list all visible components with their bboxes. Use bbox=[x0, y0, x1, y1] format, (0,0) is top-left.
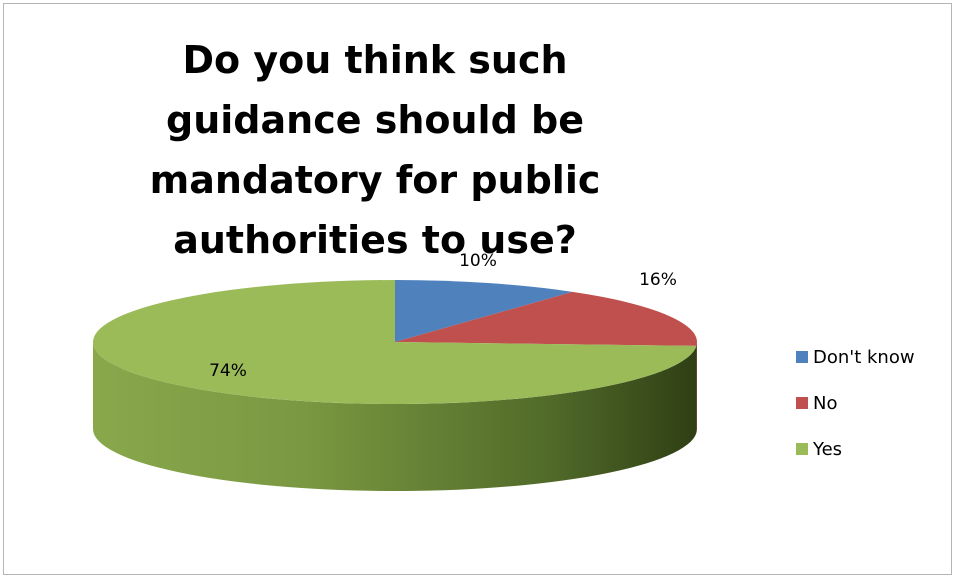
legend-swatch-dont-know bbox=[796, 351, 808, 363]
legend-swatch-yes bbox=[796, 443, 808, 455]
legend-item-no: No bbox=[796, 380, 946, 426]
legend-label-dont-know: Don't know bbox=[813, 346, 915, 368]
pie-side-yes bbox=[93, 342, 697, 491]
data-label-dont-know: 10% bbox=[459, 251, 497, 271]
pie-sides bbox=[93, 342, 697, 491]
pie-slice-no bbox=[395, 291, 697, 346]
pie-side-no bbox=[696, 342, 697, 433]
legend-item-dont-know: Don't know bbox=[796, 334, 946, 380]
legend-label-no: No bbox=[813, 392, 838, 414]
chart-title: Do you think such guidance should be man… bbox=[149, 38, 601, 262]
legend-label-yes: Yes bbox=[813, 438, 843, 460]
legend: Don't know No Yes bbox=[796, 334, 946, 472]
pie-labels: 10% 16% 74% bbox=[209, 251, 677, 381]
pie-slice-yes bbox=[93, 280, 697, 404]
data-label-no: 16% bbox=[639, 270, 677, 290]
legend-swatch-no bbox=[796, 397, 808, 409]
pie-tops bbox=[93, 280, 697, 404]
data-label-yes: 74% bbox=[209, 361, 247, 381]
pie-slice-dont-know bbox=[395, 280, 573, 342]
legend-item-yes: Yes bbox=[796, 426, 946, 472]
